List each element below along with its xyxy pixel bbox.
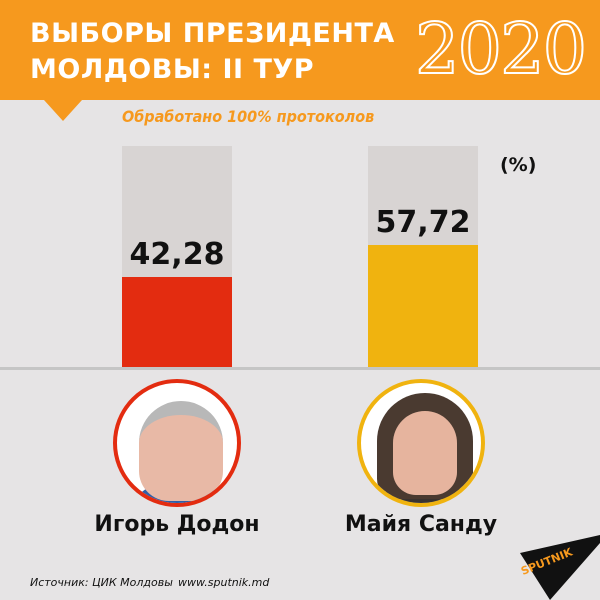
bar-value-dodon: 42,28 [129, 237, 225, 272]
candidate-name-sandu: Майя Санду [344, 512, 498, 537]
source-label: Источник: ЦИК Молдовы [30, 576, 173, 589]
portrait-face-icon [393, 411, 457, 495]
year-label: 2020 [414, 7, 588, 91]
avatar-sandu [357, 379, 485, 507]
bar-fill-sandu [368, 245, 478, 367]
baseline-divider [0, 367, 600, 370]
candidate-name-dodon: Игорь Додон [94, 512, 260, 537]
avatar-dodon [113, 379, 241, 507]
page-title: ВЫБОРЫ ПРЕЗИДЕНТА МОЛДОВЫ: II ТУР [30, 16, 395, 88]
title-line-1: ВЫБОРЫ ПРЕЗИДЕНТА [30, 18, 395, 49]
bar-fill-dodon [122, 277, 232, 367]
portrait-face-icon [139, 401, 223, 501]
bar-value-sandu: 57,72 [375, 205, 471, 240]
subtitle: Обработано 100% протоколов [122, 107, 375, 126]
bar-track-sandu [368, 146, 478, 367]
header-banner: ВЫБОРЫ ПРЕЗИДЕНТА МОЛДОВЫ: II ТУР 2020 [0, 0, 600, 100]
bar-track-dodon [122, 146, 232, 367]
sputnik-logo-icon: SPUTNIK [519, 535, 600, 600]
website-link[interactable]: www.sputnik.md [178, 576, 270, 589]
header-pointer-icon [44, 100, 82, 121]
unit-label: (%) [500, 154, 537, 176]
title-line-2: МОЛДОВЫ: II ТУР [30, 54, 315, 85]
